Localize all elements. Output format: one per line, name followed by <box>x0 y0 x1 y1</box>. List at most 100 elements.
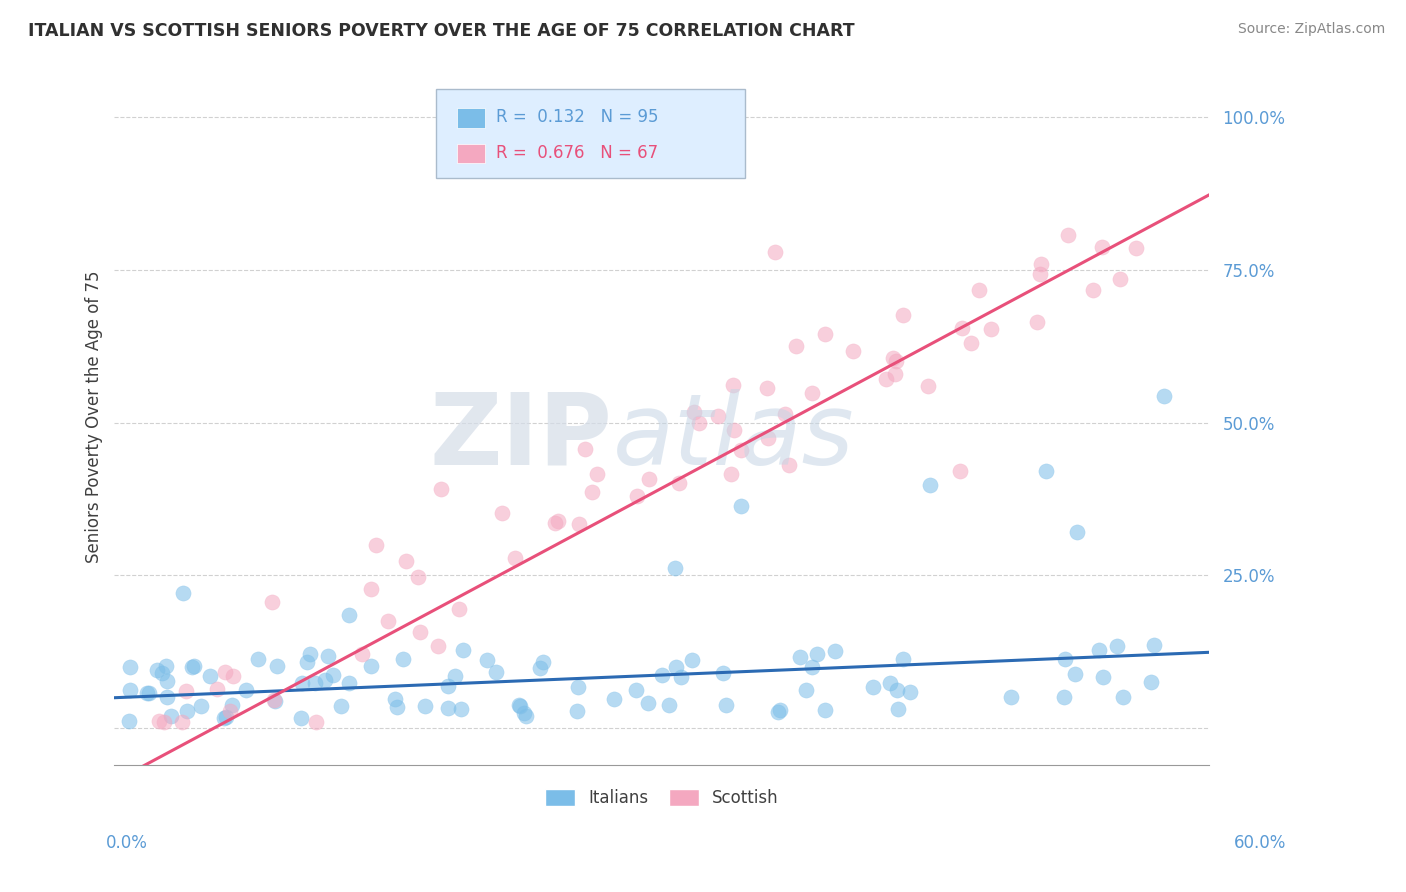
Point <box>531 655 554 669</box>
Point <box>773 407 796 421</box>
Point <box>567 680 589 694</box>
Text: 0.0%: 0.0% <box>105 834 148 852</box>
Point <box>314 673 336 688</box>
Point <box>900 685 922 699</box>
Point <box>304 676 326 690</box>
Point <box>917 378 939 392</box>
Point <box>824 644 846 658</box>
Point <box>436 701 458 715</box>
Point <box>668 475 690 490</box>
Point <box>247 652 270 666</box>
Point <box>658 698 681 713</box>
Point <box>190 698 212 713</box>
Point <box>1000 690 1022 704</box>
Point <box>427 639 450 653</box>
Point <box>436 679 458 693</box>
Point <box>350 647 373 661</box>
Point <box>547 514 569 528</box>
Point <box>305 714 328 729</box>
Point <box>1052 690 1074 704</box>
Point <box>664 560 686 574</box>
Point <box>714 698 737 713</box>
Point <box>395 553 418 567</box>
Point <box>688 416 710 430</box>
Point <box>1153 389 1175 403</box>
Point <box>766 705 789 719</box>
Point <box>624 683 647 698</box>
Point <box>1088 643 1111 657</box>
Point <box>603 691 626 706</box>
Point <box>214 665 236 680</box>
Point <box>453 643 475 657</box>
Point <box>299 647 322 661</box>
Point <box>183 658 205 673</box>
Point <box>408 625 430 640</box>
Point <box>291 676 314 690</box>
Point <box>800 386 823 401</box>
Point <box>756 381 779 395</box>
Point <box>763 244 786 259</box>
Point <box>1026 315 1049 329</box>
Point <box>723 377 745 392</box>
Point <box>377 614 399 628</box>
Point <box>875 372 897 386</box>
Point <box>339 607 361 622</box>
Point <box>322 667 344 681</box>
Point <box>262 594 284 608</box>
Point <box>392 652 415 666</box>
Point <box>385 699 408 714</box>
Point <box>1066 524 1088 539</box>
Point <box>665 660 688 674</box>
Point <box>723 423 745 437</box>
Point <box>337 676 360 690</box>
Point <box>959 336 981 351</box>
Point <box>198 669 221 683</box>
Point <box>1029 257 1052 271</box>
Point <box>430 483 453 497</box>
Point <box>264 694 287 708</box>
Point <box>882 351 904 365</box>
Point <box>730 499 752 513</box>
Point <box>153 714 176 729</box>
Point <box>814 327 837 342</box>
Point <box>801 660 824 674</box>
Point <box>503 550 526 565</box>
Point <box>1064 666 1087 681</box>
Point <box>756 431 779 445</box>
Point <box>794 683 817 698</box>
Point <box>918 477 941 491</box>
Point <box>1035 464 1057 478</box>
Point <box>730 443 752 458</box>
Point <box>887 702 910 716</box>
Point <box>1143 638 1166 652</box>
Point <box>485 665 508 679</box>
Point <box>215 709 238 723</box>
Point <box>450 701 472 715</box>
Point <box>156 673 179 688</box>
Point <box>475 653 498 667</box>
Text: R =  0.676   N = 67: R = 0.676 N = 67 <box>496 144 658 161</box>
Point <box>544 516 567 530</box>
Point <box>360 658 382 673</box>
Point <box>683 405 706 419</box>
Point <box>638 472 661 486</box>
Legend: Italians, Scottish: Italians, Scottish <box>537 780 787 815</box>
Point <box>1125 241 1147 255</box>
Point <box>568 517 591 532</box>
Point <box>364 538 387 552</box>
Point <box>669 670 692 684</box>
Point <box>316 648 339 663</box>
Point <box>950 321 973 335</box>
Point <box>384 692 406 706</box>
Point <box>1029 267 1052 281</box>
Point <box>891 308 914 322</box>
Point <box>980 322 1002 336</box>
Point <box>512 706 534 721</box>
Point <box>118 714 141 729</box>
Point <box>266 659 288 673</box>
Point <box>235 683 257 698</box>
Point <box>651 667 673 681</box>
Point <box>221 698 243 712</box>
Point <box>508 698 530 713</box>
Point <box>841 343 863 358</box>
